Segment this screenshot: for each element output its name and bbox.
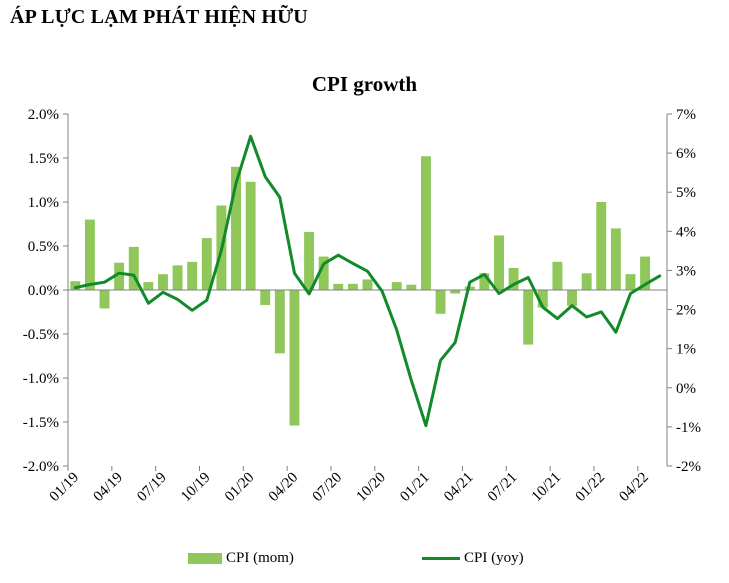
left-tick-label: -2.0% [23,459,59,475]
x-tick-label: 01/22 [573,470,608,505]
cpi-mom-bar [610,228,621,290]
x-tick-label: 07/19 [134,470,169,505]
right-tick-label: 1% [676,342,696,358]
x-tick-label: 04/20 [266,470,301,505]
cpi-mom-bar [318,256,329,290]
x-tick-label: 07/20 [310,470,345,505]
cpi-mom-bar [596,202,607,290]
cpi-mom-bar [406,284,417,290]
legend-item-mom: CPI (mom) [188,550,294,567]
cpi-mom-bar [523,290,534,345]
page-header-title: ÁP LỰC LẠM PHÁT HIỆN HỮU [10,6,308,28]
chart-title: CPI growth [311,72,418,96]
cpi-chart: 2.0% 1.5% 1.0% 0.5% 0.0% -0.5% -1.0% -1.5% -2.0%… [23,107,701,505]
cpi-mom-bar [187,261,198,290]
right-tick-label: 0% [676,381,696,397]
chart-legend: CPI (mom) CPI (yoy) [0,550,729,574]
left-tick-label: 0.0% [28,283,59,299]
left-tick-label: 2.0% [28,107,59,123]
right-tick-label: -1% [676,420,701,436]
cpi-mom-bar [581,273,592,290]
left-tick-label: 1.5% [28,151,59,167]
x-tick-label: 07/21 [485,470,520,505]
cpi-mom-bar [84,219,95,290]
right-tick-label: 6% [676,146,696,162]
cpi-yoy-line [73,134,662,428]
cpi-mom-bar [391,282,402,290]
x-tick-label: 01/20 [222,470,257,505]
x-tick-label: 10/19 [178,470,213,505]
cpi-mom-bar [450,290,461,294]
cpi-mom-bar [304,231,315,290]
x-tick-label: 04/22 [616,470,651,505]
x-tick-label: 04/19 [90,470,125,505]
left-tick-label: -1.0% [23,371,59,387]
cpi-mom-bar [494,235,504,290]
cpi-mom-bar [157,274,168,290]
legend-item-yoy: CPI (yoy) [422,550,524,567]
left-tick-label: -0.5% [23,327,59,343]
cpi-mom-bar [640,256,651,290]
legend-label-yoy: CPI (yoy) [464,550,524,566]
cpi-mom-bar [274,290,285,354]
cpi-mom-bar [508,268,519,290]
left-tick-label: -1.5% [23,415,59,431]
cpi-mom-bar [333,283,344,290]
cpi-mom-bar [420,156,431,290]
cpi-mom-bar [362,279,373,290]
legend-swatch-yoy [422,557,460,560]
x-tick-label: 10/20 [353,470,388,505]
cpi-mom-bar [201,238,212,290]
cpi-mom-bar [128,246,139,290]
left-tick-label: 1.0% [28,195,59,211]
cpi-mom-bar [435,290,446,314]
legend-swatch-mom [188,553,222,564]
right-tick-label: 3% [676,263,696,279]
right-tick-label: 2% [676,303,696,319]
left-tick-label: 0.5% [28,239,59,255]
cpi-mom-bar [172,265,183,290]
cpi-mom-bar [552,261,563,290]
cpi-mom-bar [114,262,125,290]
cpi-mom-bar [260,290,271,305]
cpi-mom-bar [289,290,300,426]
right-tick-label: -2% [676,459,701,475]
legend-label-mom: CPI (mom) [226,550,294,566]
cpi-mom-bar [625,274,636,290]
right-tick-label: 4% [676,224,696,240]
x-tick-label: 01/21 [397,470,432,505]
right-tick-label: 7% [676,107,696,123]
cpi-mom-bar [537,290,548,308]
cpi-mom-bar [479,273,490,290]
cpi-mom-bar [245,181,256,290]
cpi-mom-bar [143,282,154,290]
x-tick-label: 04/21 [441,470,476,505]
cpi-mom-bar [567,290,578,306]
cpi-mom-bar [99,290,110,309]
cpi-mom-bar [70,281,81,290]
cpi-mom-bar [231,166,241,290]
right-tick-label: 5% [676,185,696,201]
cpi-mom-bar [347,283,358,290]
x-tick-label: 10/21 [529,470,564,505]
